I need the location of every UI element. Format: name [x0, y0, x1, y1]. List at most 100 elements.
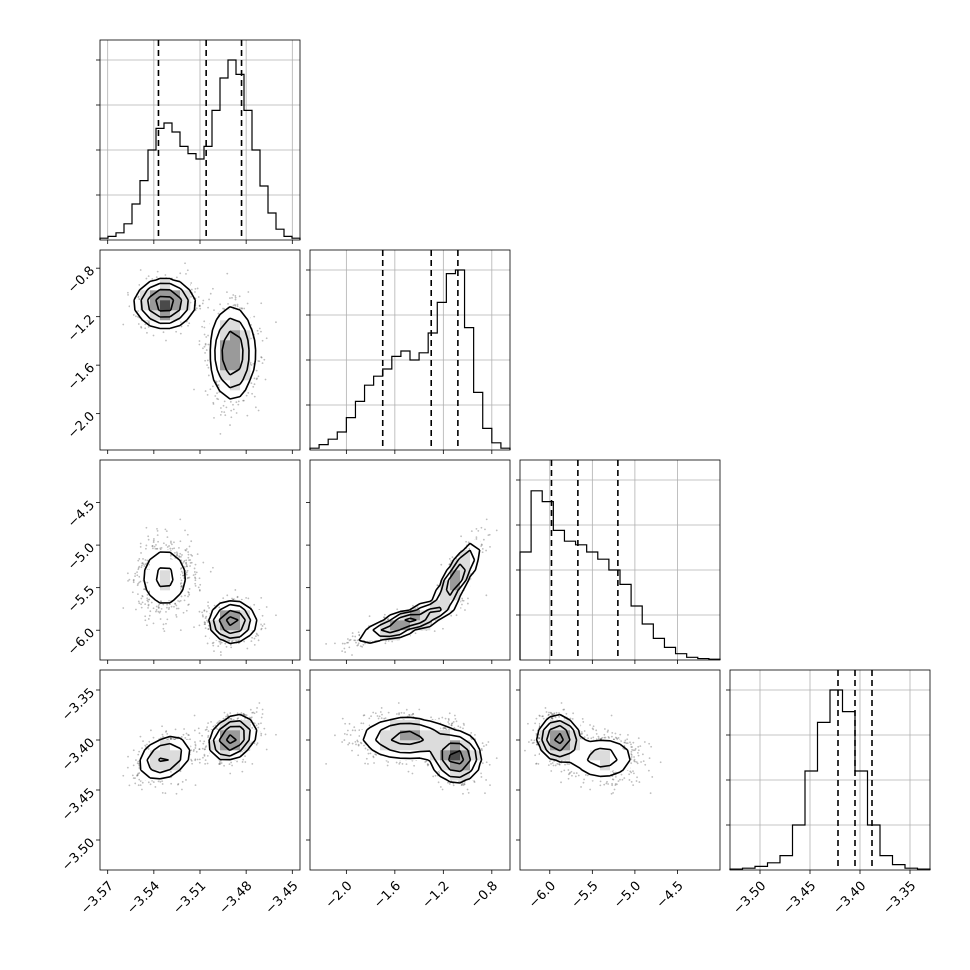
density-cell — [220, 340, 231, 351]
scatter-point — [147, 535, 150, 538]
scatter-point — [177, 783, 180, 785]
scatter-point — [215, 380, 218, 383]
scatter-point — [149, 610, 152, 613]
scatter-point — [181, 584, 183, 587]
scatter-point — [193, 626, 195, 629]
scatter-point — [203, 609, 206, 612]
scatter-point — [158, 606, 160, 609]
scatter-point — [134, 572, 137, 575]
density-cell — [420, 620, 431, 631]
scatter-point — [346, 641, 348, 644]
scatter-point — [433, 630, 436, 633]
scatter-point — [137, 784, 140, 787]
density-cell — [160, 300, 171, 311]
scatter-point — [222, 597, 225, 600]
scatter-point — [194, 576, 196, 579]
scatter-point — [465, 540, 467, 543]
scatter-point — [155, 276, 158, 279]
scatter-point — [232, 408, 235, 411]
density-cell — [240, 340, 251, 351]
density-cell — [230, 620, 241, 631]
scatter-point — [218, 640, 221, 643]
scatter-point — [185, 565, 188, 568]
scatter-point — [485, 594, 488, 597]
scatter-point — [249, 717, 252, 720]
scatter-point — [175, 615, 178, 618]
scatter-point — [341, 642, 344, 645]
scatter-point — [346, 638, 349, 640]
scatter-point — [166, 536, 169, 539]
contour-line — [380, 563, 466, 634]
scatter-point — [218, 391, 221, 393]
contour-line — [358, 542, 481, 644]
x-tick-label: −3.35 — [880, 879, 919, 918]
histogram-step — [729, 689, 931, 870]
scatter-point — [348, 646, 351, 649]
density-cell — [220, 380, 231, 391]
scatter-point — [185, 561, 188, 564]
scatter-point — [152, 622, 155, 625]
scatter-point — [263, 358, 266, 361]
scatter-point — [148, 598, 151, 601]
scatter-point — [416, 606, 419, 609]
scatter-point — [485, 549, 488, 552]
contour-line — [143, 551, 258, 645]
scatter-point — [234, 295, 237, 297]
scatter-point — [198, 343, 201, 346]
scatter-point — [475, 527, 478, 530]
density-cell — [180, 310, 191, 321]
scatter-point — [137, 774, 139, 776]
scatter-point — [184, 262, 186, 265]
scatter-point — [201, 611, 203, 614]
scatter-point — [243, 713, 245, 716]
density-cell — [180, 300, 191, 311]
scatter-point — [195, 571, 198, 574]
scatter-point — [185, 571, 188, 574]
scatter-point — [256, 633, 258, 636]
scatter-point — [488, 533, 491, 536]
scatter-point — [145, 277, 148, 280]
scatter-point — [202, 299, 205, 302]
scatter-point — [358, 633, 361, 636]
scatter-point — [162, 735, 164, 738]
scatter-point — [175, 604, 178, 607]
scatter-point — [198, 589, 201, 592]
density-cell — [140, 310, 151, 321]
scatter-point — [353, 639, 356, 642]
scatter-point — [184, 594, 186, 597]
scatter-point — [223, 308, 226, 310]
y-tick-label: −5.5 — [65, 583, 98, 616]
y-tick-label: −0.8 — [65, 264, 98, 297]
scatter-point — [159, 547, 162, 550]
scatter-point — [255, 378, 258, 381]
scatter-point — [147, 600, 150, 603]
scatter-point — [351, 654, 353, 656]
scatter-point — [414, 632, 417, 635]
scatter-point — [187, 591, 190, 593]
scatter-point — [217, 645, 220, 648]
scatter-point — [192, 574, 195, 577]
density-cell — [230, 350, 241, 361]
scatter-point — [236, 303, 239, 306]
density-cell — [170, 590, 181, 601]
panel-frame — [519, 459, 721, 661]
scatter-point — [168, 603, 171, 606]
scatter-point — [440, 563, 443, 566]
scatter-point — [251, 711, 254, 714]
scatter-point — [185, 548, 188, 550]
scatter-point — [212, 641, 215, 644]
scatter-point — [229, 297, 231, 299]
scatter-point — [261, 339, 264, 342]
scatter-point — [194, 291, 196, 293]
scatter-point — [206, 642, 209, 645]
scatter-point — [155, 610, 157, 613]
scatter-point — [202, 615, 204, 618]
scatter-point — [132, 578, 135, 581]
density-cell — [220, 600, 231, 611]
scatter-point — [334, 642, 336, 645]
scatter-point — [203, 610, 206, 612]
density-cell — [440, 610, 451, 621]
x-tick-label: −3.40 — [830, 879, 869, 918]
scatter-point — [181, 572, 184, 574]
scatter-point — [260, 716, 263, 719]
